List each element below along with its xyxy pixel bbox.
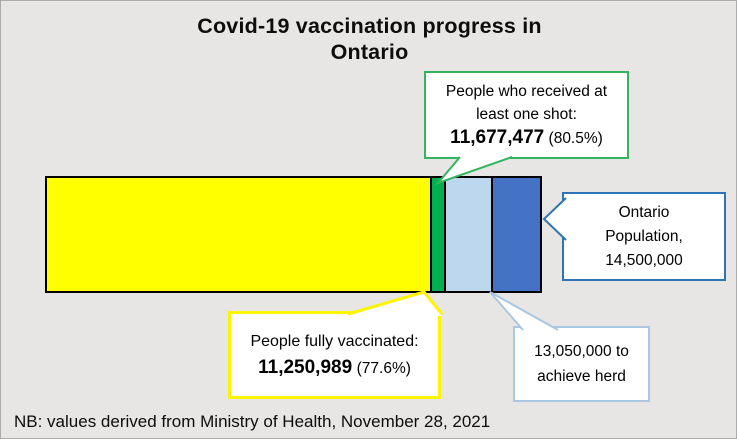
callout-one-shot-value-line: 11,677,477 (80.5%) bbox=[426, 126, 627, 150]
callout-population-text-1: Ontario bbox=[618, 203, 670, 221]
bar-segment-one-shot bbox=[429, 178, 445, 291]
bar-segment-herd-threshold bbox=[444, 178, 491, 291]
footer-note: NB: values derived from Ministry of Heal… bbox=[14, 412, 491, 431]
fully-percent: (77.6%) bbox=[356, 359, 411, 377]
callout-herd: 13,050,000 to achieve herd bbox=[513, 326, 650, 402]
fully-value: 11,250,989 bbox=[258, 356, 353, 378]
stacked-bar bbox=[45, 176, 542, 293]
callout-tail-herd bbox=[489, 291, 559, 331]
bar-segment-fully-vaccinated bbox=[47, 178, 430, 291]
callout-fully-vaccinated: People fully vaccinated: 11,250,989 (77.… bbox=[228, 311, 441, 399]
chart-title: Covid-19 vaccination progress in Ontario bbox=[1, 13, 736, 65]
bar-segment-total-population bbox=[490, 178, 540, 291]
one-shot-value: 11,677,477 bbox=[450, 127, 545, 148]
callout-population: Ontario Population, 14,500,000 bbox=[562, 192, 726, 281]
callout-fully-text: People fully vaccinated: bbox=[250, 332, 419, 350]
callout-one-shot-text-1: People who received at bbox=[445, 83, 608, 100]
callout-population-text-3: 14,500,000 bbox=[605, 251, 683, 269]
callout-one-shot: People who received at least one shot: 1… bbox=[424, 71, 629, 159]
callout-herd-text-2: achieve herd bbox=[537, 368, 626, 385]
one-shot-percent: (80.5%) bbox=[548, 130, 603, 147]
callout-herd-text-1: 13,050,000 to bbox=[534, 343, 629, 360]
callout-population-text-2: Population, bbox=[605, 227, 683, 245]
callout-one-shot-text-2: least one shot: bbox=[476, 106, 577, 123]
callout-fully-value-line: 11,250,989 (77.6%) bbox=[231, 355, 438, 382]
chart-title-line-1: Covid-19 vaccination progress in bbox=[197, 14, 542, 38]
chart-title-line-2: Ontario bbox=[330, 40, 409, 64]
